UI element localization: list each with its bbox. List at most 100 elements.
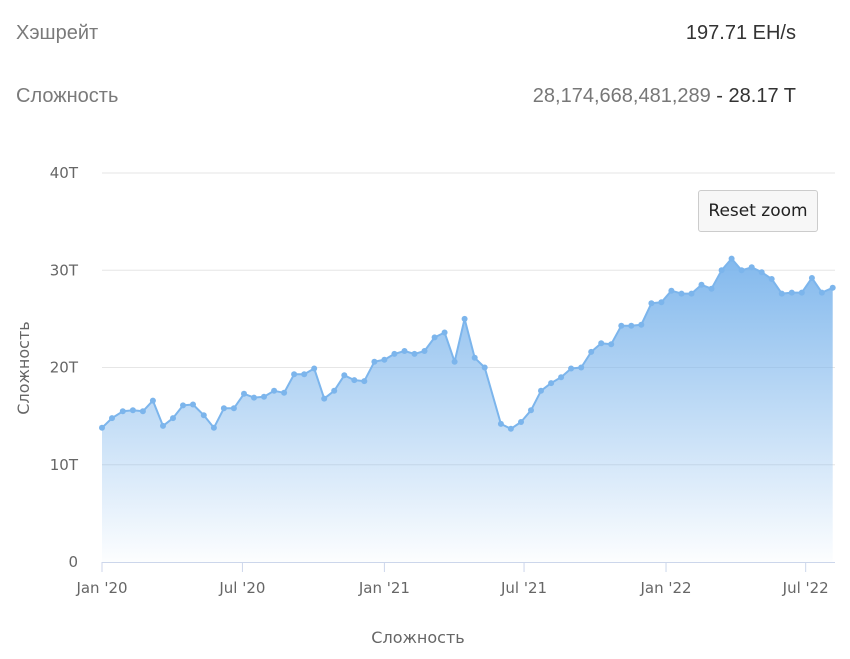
- data-point[interactable]: [788, 289, 795, 296]
- data-point[interactable]: [471, 354, 478, 361]
- data-point[interactable]: [99, 424, 105, 431]
- data-point[interactable]: [271, 387, 278, 394]
- data-point[interactable]: [281, 389, 288, 396]
- y-axis: 0 10T 20T 30T 40T: [50, 164, 79, 571]
- difficulty-separator: -: [710, 84, 729, 107]
- data-point[interactable]: [190, 401, 196, 408]
- data-point[interactable]: [421, 348, 428, 354]
- data-point[interactable]: [808, 275, 815, 281]
- data-point[interactable]: [538, 387, 544, 394]
- data-point[interactable]: [160, 422, 166, 429]
- data-point[interactable]: [311, 365, 318, 372]
- data-point[interactable]: [481, 364, 488, 371]
- data-point[interactable]: [129, 407, 136, 414]
- data-point[interactable]: [351, 377, 358, 384]
- hashrate-label: Хэшрейт: [16, 21, 99, 44]
- data-point[interactable]: [341, 372, 348, 379]
- y-tick-label: 10T: [50, 456, 79, 474]
- hashrate-value: 197.71 EH/s: [685, 21, 796, 44]
- difficulty-chart[interactable]: Jan '20 Jul '20 Jan '21 Jul '21 Jan '22 Jul '…: [0, 150, 850, 659]
- data-point[interactable]: [518, 419, 524, 425]
- data-point[interactable]: [149, 397, 156, 404]
- data-point[interactable]: [431, 334, 438, 341]
- data-point[interactable]: [558, 374, 565, 381]
- data-point[interactable]: [497, 420, 504, 427]
- data-point[interactable]: [768, 276, 775, 282]
- y-tick-label: 20T: [50, 359, 79, 377]
- data-point[interactable]: [718, 267, 725, 274]
- data-point[interactable]: [401, 348, 408, 354]
- data-point[interactable]: [230, 405, 237, 412]
- y-tick-label: 40T: [50, 164, 79, 182]
- data-point[interactable]: [371, 358, 378, 365]
- y-tick-label: 0: [68, 553, 78, 571]
- x-tick-label: Jan '21: [358, 579, 410, 597]
- reset-zoom-button[interactable]: Reset zoom: [698, 190, 818, 232]
- y-axis-title: Сложность: [14, 321, 33, 414]
- data-point[interactable]: [180, 402, 186, 409]
- data-point[interactable]: [568, 365, 575, 372]
- data-point[interactable]: [598, 340, 605, 347]
- difficulty-value-full: 28,174,668,481,289: [532, 84, 711, 107]
- data-point[interactable]: [618, 322, 625, 329]
- data-point[interactable]: [291, 371, 298, 378]
- data-point[interactable]: [668, 287, 675, 294]
- data-point[interactable]: [301, 371, 308, 378]
- data-point[interactable]: [507, 425, 514, 432]
- data-points: [99, 255, 836, 432]
- data-point[interactable]: [688, 290, 695, 297]
- data-point[interactable]: [391, 350, 398, 357]
- data-point[interactable]: [588, 348, 595, 355]
- data-point[interactable]: [758, 269, 765, 276]
- data-point[interactable]: [578, 364, 585, 371]
- area-fill: [102, 258, 833, 562]
- data-point[interactable]: [119, 408, 126, 415]
- x-tick-label: Jul '20: [218, 579, 265, 597]
- data-point[interactable]: [451, 358, 458, 365]
- x-tick-label: Jul '22: [782, 579, 829, 597]
- difficulty-value-short: 28.17 T: [728, 84, 796, 107]
- data-point[interactable]: [818, 289, 825, 296]
- x-axis-title: Сложность: [371, 628, 464, 647]
- data-point[interactable]: [658, 299, 665, 306]
- x-tick-label: Jul '21: [500, 579, 547, 597]
- data-point[interactable]: [738, 267, 745, 274]
- data-point[interactable]: [698, 281, 705, 288]
- data-point[interactable]: [728, 255, 735, 262]
- data-point[interactable]: [411, 350, 418, 357]
- data-point[interactable]: [778, 290, 785, 297]
- data-point[interactable]: [528, 407, 534, 414]
- data-point[interactable]: [170, 415, 176, 422]
- data-point[interactable]: [798, 289, 805, 296]
- data-point[interactable]: [139, 408, 146, 415]
- data-point[interactable]: [109, 415, 115, 422]
- data-point[interactable]: [210, 424, 217, 431]
- data-point[interactable]: [251, 394, 257, 401]
- y-tick-label: 30T: [50, 261, 79, 279]
- data-point[interactable]: [829, 284, 836, 291]
- data-point[interactable]: [748, 264, 755, 271]
- data-point[interactable]: [461, 315, 468, 322]
- data-point[interactable]: [361, 378, 368, 385]
- data-point[interactable]: [441, 329, 448, 336]
- area-path: [102, 258, 833, 562]
- x-axis: Jan '20 Jul '20 Jan '21 Jul '21 Jan '22 Jul '…: [75, 562, 835, 597]
- data-point[interactable]: [548, 380, 555, 387]
- data-point[interactable]: [381, 356, 388, 363]
- data-point[interactable]: [678, 290, 685, 297]
- data-point[interactable]: [608, 341, 615, 348]
- x-tick-label: Jan '20: [75, 579, 127, 597]
- data-point[interactable]: [261, 393, 267, 400]
- data-point[interactable]: [220, 405, 227, 412]
- hashrate-row: Хэшрейт 197.71 EH/s: [16, 18, 796, 48]
- data-point[interactable]: [648, 300, 655, 307]
- data-point[interactable]: [628, 322, 635, 329]
- data-point[interactable]: [200, 412, 207, 419]
- data-point[interactable]: [321, 395, 328, 402]
- data-point[interactable]: [241, 390, 247, 397]
- difficulty-row: Сложность 28,174,668,481,289 - 28.17 T: [16, 81, 796, 111]
- data-point[interactable]: [331, 387, 338, 394]
- data-point[interactable]: [638, 321, 645, 328]
- difficulty-label: Сложность: [16, 84, 119, 107]
- data-point[interactable]: [708, 285, 715, 292]
